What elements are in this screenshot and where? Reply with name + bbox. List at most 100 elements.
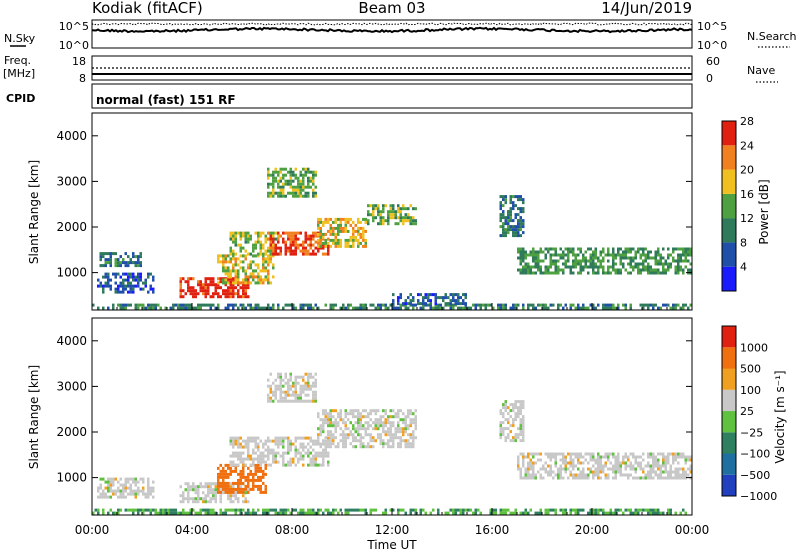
colorbar-tick-label-4: 20 [740, 164, 754, 177]
scatter-region-5 [317, 409, 417, 449]
y-tick-label-3: 4000 [56, 334, 87, 348]
nsky-tick-top: 10^5 [59, 20, 89, 33]
scatter-region-10 [392, 293, 467, 306]
colorbar-tick-label-3: 25 [740, 405, 754, 418]
colorbar-swatch-0 [722, 266, 736, 291]
velocity-colorbar: 1000 500 100 25 −25 −100 −500 −1000 [721, 325, 777, 503]
x-tick-label-2: 08:00 [275, 523, 310, 537]
colorbar-tick-label-0: 4 [740, 261, 747, 274]
scatter-region-1 [97, 272, 155, 294]
date-title: 14/Jun/2019 [601, 0, 692, 17]
y-tick-label-2: 3000 [56, 379, 87, 393]
nave-tick-top: 60 [706, 55, 720, 68]
colorbar-tick-label-1: 500 [740, 363, 761, 376]
y-tick-label-1: 2000 [56, 425, 87, 439]
scatter-region-8 [517, 452, 692, 480]
power-y-axis: 1000 2000 3000 4000 [56, 129, 692, 280]
freq-label: Freq. [4, 54, 31, 67]
x-tick-label-4: 16:00 [475, 523, 510, 537]
power-colorbar: 4 8 12 16 20 24 28 [721, 115, 754, 292]
scatter-region-7 [499, 400, 525, 443]
y-tick-label-2: 3000 [56, 174, 87, 188]
colorbar-swatch-5 [722, 145, 736, 170]
beam-title: Beam 03 [358, 0, 425, 17]
colorbar-swatch-2 [722, 432, 736, 454]
nsky-tick-bottom: 10^0 [59, 39, 89, 52]
velocity-y-axis: 1000 2000 3000 4000 [56, 334, 692, 485]
station-title: Kodiak (fitACF) [92, 0, 203, 17]
cpid-panel: CPID normal (fast) 151 RF [6, 83, 693, 109]
colorbar-swatch-3 [722, 411, 736, 433]
scatter-region-0 [92, 508, 687, 515]
colorbar-tick-label-4: −25 [740, 426, 763, 439]
freq-tick-top: 18 [72, 55, 86, 68]
colorbar-swatch-1 [722, 242, 736, 267]
velocity-data-cells [92, 372, 692, 515]
velocity-panel: 1000 2000 3000 4000 Slant Range [km] 1000 50… [27, 317, 787, 516]
nsearch-trace [91, 22, 693, 26]
x-tick-label-6: 00:00 [675, 523, 710, 537]
colorbar-swatch-4 [722, 169, 736, 194]
colorbar-swatch-4 [722, 389, 736, 412]
colorbar-tick-label-7: −1000 [740, 490, 777, 503]
colorbar-swatch-3 [722, 193, 736, 219]
x-tick-label-0: 00:00 [75, 523, 110, 537]
power-panel: 1000 2000 3000 4000 Slant Range [km] 4 8 12 16… [27, 112, 771, 311]
power-colorbar-label: Power [dB] [757, 179, 771, 244]
x-tick-label-3: 12:00 [375, 523, 410, 537]
x-tick-label-1: 04:00 [175, 523, 210, 537]
scatter-region-2 [99, 252, 142, 268]
y-tick-label-0: 1000 [56, 266, 87, 280]
nsky-trace [91, 26, 693, 34]
colorbar-swatch-2 [722, 218, 736, 243]
scatter-region-3 [217, 463, 267, 494]
cpid-label: CPID [6, 92, 35, 105]
scatter-region-9 [267, 167, 317, 198]
nsky-panel: N.Sky 10^5 10^0 10^5 10^0 N.Search [4, 19, 797, 52]
colorbar-tick-label-1: 8 [740, 236, 747, 249]
colorbar-tick-label-2: 12 [740, 212, 754, 225]
colorbar-tick-label-2: 100 [740, 384, 761, 397]
y-tick-label-3: 4000 [56, 129, 87, 143]
nsky-label: N.Sky [4, 32, 36, 45]
colorbar-tick-label-3: 16 [740, 188, 754, 201]
x-tick-label-5: 20:00 [575, 523, 610, 537]
velocity-colorbar-label: Velocity [m s⁻¹] [773, 370, 787, 463]
scatter-region-7 [317, 217, 367, 248]
colorbar-tick-label-5: −100 [740, 448, 770, 461]
y-tick-label-1: 2000 [56, 220, 87, 234]
cpid-value: normal (fast) 151 RF [96, 93, 236, 107]
scatter-region-4 [217, 254, 275, 285]
colorbar-tick-label-5: 24 [740, 139, 754, 152]
velocity-ylabel: Slant Range [km] [27, 365, 41, 469]
colorbar-swatch-1 [722, 453, 736, 475]
scatter-region-8 [367, 204, 417, 226]
scatter-region-6 [267, 372, 317, 403]
nsearch-label: N.Search [747, 30, 797, 43]
nsearch-tick-bottom: 10^0 [697, 39, 727, 52]
power-ylabel: Slant Range [km] [27, 160, 41, 264]
freq-panel: Freq. [MHz] 18 8 60 0 Nave [3, 54, 778, 85]
time-axis-label: Time UT [366, 538, 417, 552]
scatter-region-11 [499, 195, 525, 238]
colorbar-swatch-5 [722, 368, 736, 390]
colorbar-swatch-7 [722, 326, 736, 348]
y-tick-label-0: 1000 [56, 471, 87, 485]
colorbar-tick-label-0: 1000 [740, 341, 768, 354]
scatter-region-0 [92, 303, 692, 310]
scatter-region-4 [229, 436, 330, 467]
freq-unit-label: [MHz] [3, 67, 35, 80]
nave-label: Nave [747, 64, 775, 77]
nave-tick-bottom: 0 [706, 72, 713, 85]
freq-tick-bottom: 8 [79, 72, 86, 85]
scatter-region-12 [517, 247, 692, 275]
colorbar-tick-label-6: 28 [740, 115, 754, 128]
colorbar-tick-label-6: −500 [740, 469, 770, 482]
colorbar-swatch-6 [722, 347, 736, 369]
scatter-region-1 [97, 477, 155, 499]
colorbar-swatch-0 [722, 474, 736, 497]
nsearch-tick-top: 10^5 [697, 20, 727, 33]
power-data-cells [92, 167, 692, 310]
colorbar-swatch-6 [722, 121, 736, 146]
